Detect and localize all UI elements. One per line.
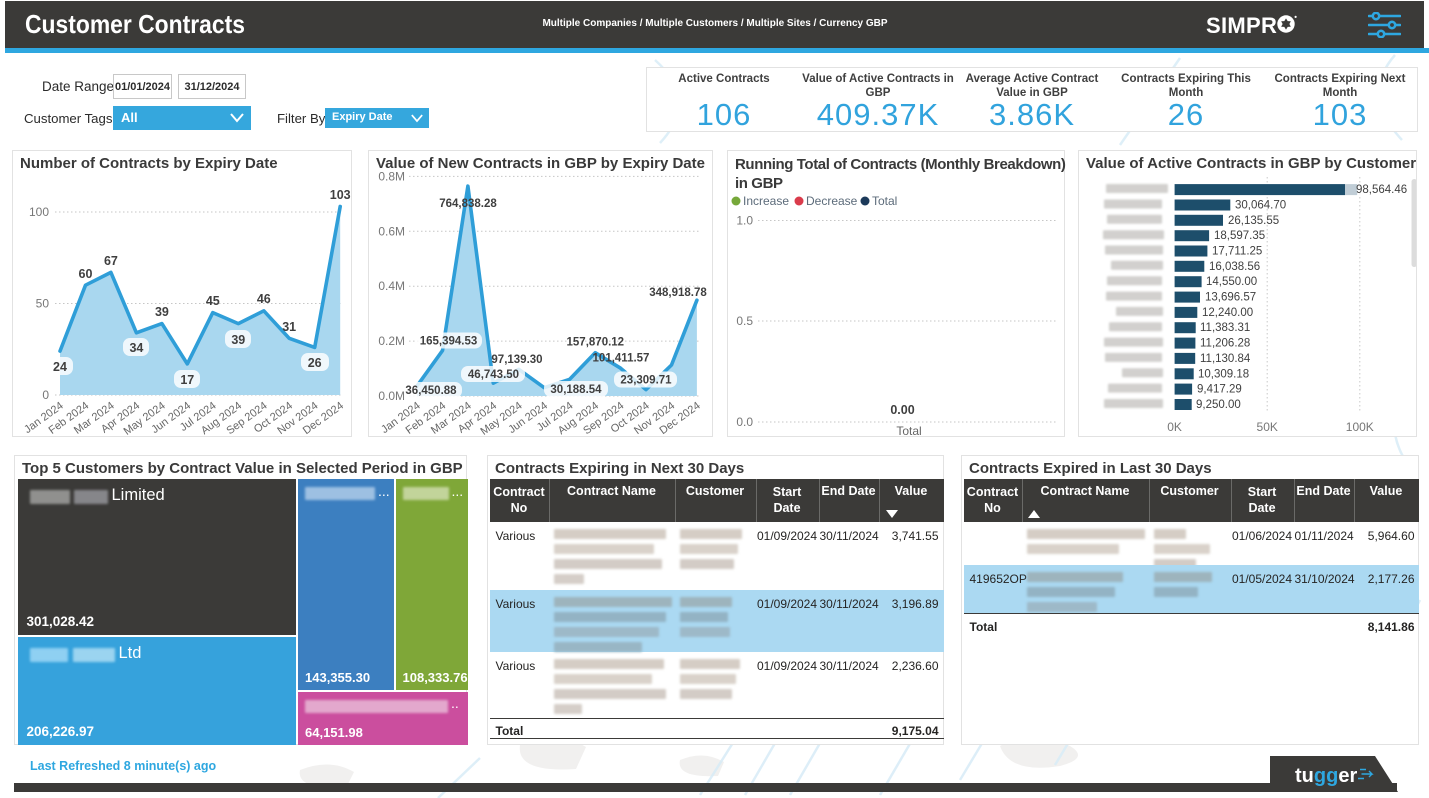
svg-text:11,383.31: 11,383.31 xyxy=(1200,322,1250,334)
svg-text:0: 0 xyxy=(42,388,49,402)
svg-text:17: 17 xyxy=(180,373,194,387)
svg-text:100: 100 xyxy=(29,205,49,219)
svg-text:0.2M: 0.2M xyxy=(378,334,405,348)
svg-text:98,564.46: 98,564.46 xyxy=(1356,184,1407,196)
svg-text:30,188.54: 30,188.54 xyxy=(550,384,602,396)
svg-text:0.5: 0.5 xyxy=(736,314,753,328)
svg-text:Increase: Increase xyxy=(743,194,789,208)
svg-text:97,139.30: 97,139.30 xyxy=(491,354,542,366)
svg-text:348,918.78: 348,918.78 xyxy=(649,287,707,299)
svg-text:11,206.28: 11,206.28 xyxy=(1200,338,1250,350)
svg-text:18,597.35: 18,597.35 xyxy=(1214,230,1265,242)
svg-text:0.0: 0.0 xyxy=(736,415,753,429)
svg-text:17,711.25: 17,711.25 xyxy=(1212,246,1262,258)
svg-text:0K: 0K xyxy=(1167,420,1182,434)
svg-text:9,250.00: 9,250.00 xyxy=(1196,399,1241,411)
svg-text:103: 103 xyxy=(330,188,351,202)
svg-text:9,417.29: 9,417.29 xyxy=(1197,384,1242,396)
svg-text:11,130.84: 11,130.84 xyxy=(1200,353,1251,365)
svg-text:39: 39 xyxy=(231,333,245,347)
svg-text:50: 50 xyxy=(36,297,50,311)
svg-text:Decrease: Decrease xyxy=(806,194,858,208)
svg-text:1.0: 1.0 xyxy=(736,214,753,228)
svg-text:764,838.28: 764,838.28 xyxy=(439,198,497,210)
svg-text:67: 67 xyxy=(104,254,118,268)
svg-text:157,870.12: 157,870.12 xyxy=(567,336,625,348)
svg-text:26,135.55: 26,135.55 xyxy=(1228,215,1279,227)
svg-text:12,240.00: 12,240.00 xyxy=(1202,307,1253,319)
svg-text:50K: 50K xyxy=(1257,420,1278,434)
svg-text:Total: Total xyxy=(896,424,921,436)
svg-text:10,309.18: 10,309.18 xyxy=(1198,368,1249,380)
svg-text:101,411.57: 101,411.57 xyxy=(593,353,650,365)
svg-text:16,038.56: 16,038.56 xyxy=(1209,261,1260,273)
svg-text:0.8M: 0.8M xyxy=(378,169,405,183)
svg-text:0.4M: 0.4M xyxy=(378,279,405,293)
svg-text:26: 26 xyxy=(308,356,322,370)
svg-text:60: 60 xyxy=(79,267,93,281)
svg-text:23,309.71: 23,309.71 xyxy=(620,375,672,387)
svg-text:0.6M: 0.6M xyxy=(378,224,405,238)
svg-text:46: 46 xyxy=(257,292,271,306)
svg-text:100K: 100K xyxy=(1346,420,1374,434)
svg-text:46,743.50: 46,743.50 xyxy=(468,369,519,381)
svg-text:14,550.00: 14,550.00 xyxy=(1206,276,1257,288)
svg-text:34: 34 xyxy=(129,341,143,355)
svg-text:31: 31 xyxy=(282,320,296,334)
svg-text:45: 45 xyxy=(206,294,220,308)
svg-text:tugger: tugger xyxy=(1295,765,1357,787)
svg-text:0.0M: 0.0M xyxy=(378,389,405,403)
svg-text:0.00: 0.00 xyxy=(890,403,914,417)
svg-text:165,394.53: 165,394.53 xyxy=(420,336,478,348)
svg-text:30,064.70: 30,064.70 xyxy=(1235,200,1286,212)
svg-text:36,450.88: 36,450.88 xyxy=(405,385,457,397)
svg-text:39: 39 xyxy=(155,305,169,319)
svg-text:Total: Total xyxy=(872,194,897,208)
svg-text:13,696.57: 13,696.57 xyxy=(1205,292,1256,304)
svg-text:24: 24 xyxy=(53,360,67,374)
